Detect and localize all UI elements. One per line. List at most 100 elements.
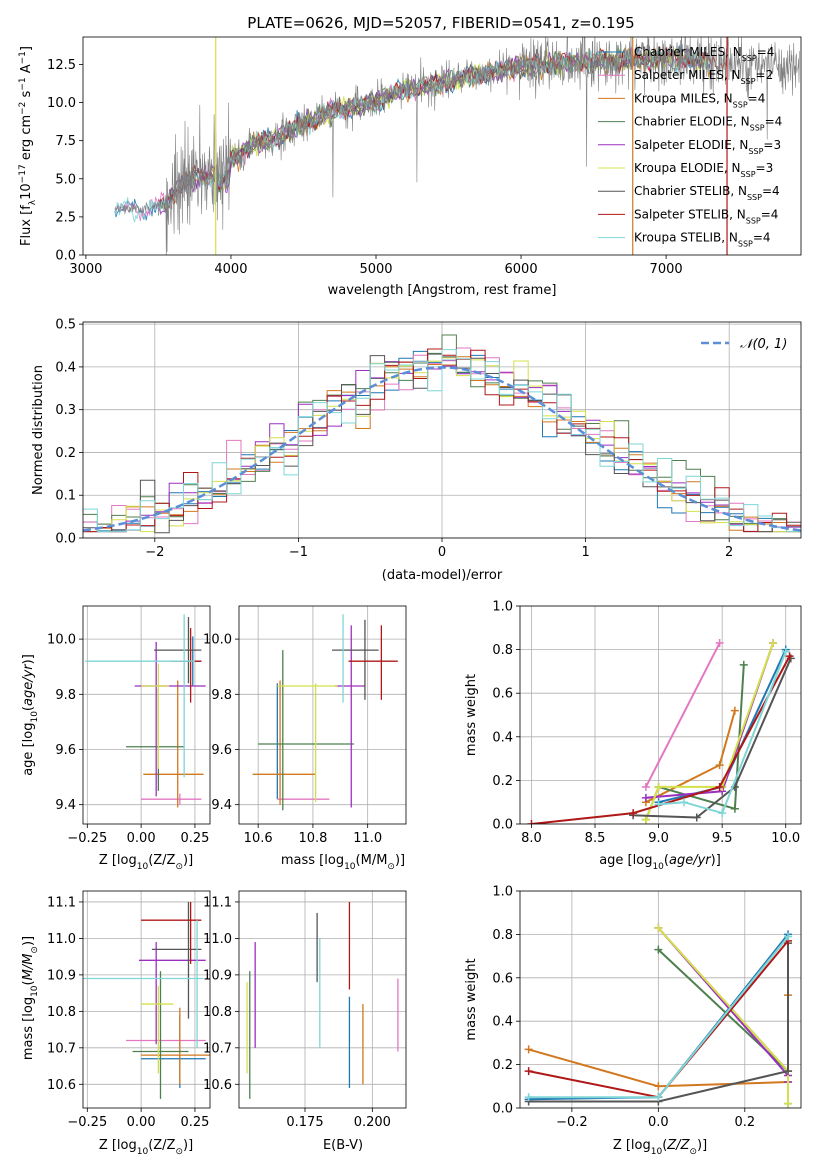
y-tick-label: 12.5	[47, 58, 76, 73]
series-line	[645, 642, 721, 788]
x-axis-label: Z [log10(Z/Z⊙)]	[613, 1138, 707, 1157]
legend-entry: Chabrier MILES, NSSP=4	[634, 45, 774, 63]
y-tick-label: 7.5	[55, 134, 76, 149]
x-tick-label: 0.00	[127, 831, 156, 846]
age_vs_mass-plot	[239, 606, 406, 824]
x-tick-label: 6000	[505, 262, 538, 277]
data-point	[654, 945, 663, 954]
observed-spectrum	[114, 37, 800, 255]
y-tick-label: 10.9	[203, 968, 232, 983]
massweight_vs_Z-axes: −0.2 0.0 0.2 0.0 0.2 0.4 0.6 0.8 1.0 mass weight Z…	[464, 885, 802, 1157]
y-tick-label: 0.0	[492, 818, 513, 833]
y-tick-label: 11.1	[203, 895, 232, 910]
y-tick-label: 0.2	[55, 446, 76, 461]
x-tick-label: 0.175	[286, 1115, 323, 1130]
y-tick-label: 0.2	[492, 1058, 513, 1073]
data-point	[718, 809, 727, 818]
residuals-axes: −2 −1 0 1 2 0.0 0.1 0.2 0.3 0.4 0.5 𝒩(0, 1) (data-mo…	[31, 318, 802, 583]
y-tick-label: 11.0	[47, 932, 76, 947]
y-tick-label: 10.6	[47, 1078, 76, 1093]
legend-entry: Salpeter ELODIE, NSSP=3	[634, 138, 781, 156]
axes-frame	[82, 605, 211, 825]
axes-frame	[238, 890, 407, 1109]
x-axis-label: wavelength [Angstrom, rest frame]	[328, 283, 557, 298]
y-axis-label: mass weight	[464, 958, 479, 1040]
legend-entry: Salpeter MILES, NSSP=2	[634, 68, 773, 86]
y-tick-label: 2.5	[55, 210, 76, 225]
gaussian-curve	[83, 366, 801, 532]
x-tick-label: 8.5	[585, 831, 606, 846]
y-tick-label: 10.0	[203, 633, 232, 648]
data-point	[680, 798, 689, 807]
y-tick-label: 0.4	[55, 360, 76, 375]
y-axis-label: Normed distribution	[31, 365, 46, 495]
y-tick-label: 0.6	[492, 971, 513, 986]
y-tick-label: 0.8	[492, 643, 513, 658]
y-tick-label: 0.2	[492, 774, 513, 789]
y-tick-label: 9.6	[55, 743, 76, 758]
x-tick-label: 2	[725, 545, 733, 560]
y-tick-label: 9.4	[211, 798, 232, 813]
x-tick-label: 10.8	[298, 831, 327, 846]
y-axis-label: Flux [fλ10−17 erg cm−2 s−1 A−1]	[18, 46, 38, 246]
x-tick-label: 8.0	[521, 831, 542, 846]
x-tick-label: −0.25	[67, 1115, 107, 1130]
y-tick-label: 10.7	[203, 1041, 232, 1056]
mass_vs_EBV-axes: 0.175 0.200 10.6 10.7 10.8 10.9 11.0 11.1 E(B-V)	[203, 890, 407, 1153]
data-point	[524, 1093, 533, 1102]
x-tick-label: −0.2	[556, 1115, 588, 1130]
data-point	[715, 782, 724, 791]
y-tick-label: 10.8	[203, 1005, 232, 1020]
model-line	[157, 46, 711, 211]
data-point	[769, 639, 778, 648]
model-line	[114, 48, 710, 223]
y-tick-label: 9.8	[55, 688, 76, 703]
x-tick-label: 0.00	[127, 1115, 156, 1130]
data-point	[641, 782, 650, 791]
legend-entry: Salpeter STELIB, NSSP=4	[634, 207, 778, 225]
y-tick-label: 0.8	[492, 928, 513, 943]
x-axis-label: Z [log10(Z/Z⊙)]	[99, 1138, 193, 1157]
data-point	[715, 639, 724, 648]
model-line	[114, 45, 710, 221]
series-line	[633, 657, 792, 819]
x-tick-label: 10.0	[771, 831, 800, 846]
y-tick-label: 0.4	[492, 730, 513, 745]
model-line	[157, 44, 711, 216]
age_vs_mass-axes: 10.6 10.8 11.0 9.4 9.6 9.8 10.0 mass [log10(M/M…	[203, 605, 407, 872]
x-tick-label: 10.6	[244, 831, 273, 846]
x-axis-label: (data-model)/error	[382, 568, 503, 583]
age_vs_Z-axes: −0.25 0.00 0.25 9.4 9.6 9.8 10.0 Z [log10(Z/Z⊙)…	[21, 605, 211, 872]
figure-title: PLATE=0626, MJD=52057, FIBERID=0541, z=0…	[247, 14, 634, 32]
y-axis-label: mass [log10(M/M⊙)]	[21, 936, 40, 1060]
x-axis-label: age [log10(age/yr)]	[599, 853, 721, 872]
series-line	[658, 651, 787, 815]
data-point	[784, 1099, 793, 1108]
y-tick-label: 10.0	[47, 633, 76, 648]
data-point	[654, 1093, 663, 1102]
series-line	[528, 943, 789, 1103]
y-tick-label: 0.5	[55, 318, 76, 333]
data-point	[524, 1067, 533, 1076]
x-axis-label: E(B-V)	[323, 1138, 363, 1153]
data-point	[654, 1082, 663, 1091]
data-point	[641, 815, 650, 824]
x-tick-label: 7000	[650, 262, 683, 277]
x-tick-label: 0.200	[354, 1115, 391, 1130]
y-tick-label: 10.6	[203, 1078, 232, 1093]
model-line	[157, 46, 711, 216]
data-point	[730, 804, 739, 813]
legend-entry: 𝒩(0, 1)	[740, 337, 787, 352]
axes-frame	[82, 321, 802, 539]
y-tick-label: 10.8	[47, 1005, 76, 1020]
age_vs_Z-plot	[83, 606, 210, 824]
x-tick-label: 5000	[359, 262, 392, 277]
x-axis-label: Z [log10(Z/Z⊙)]	[99, 853, 193, 872]
data-point	[641, 793, 650, 802]
data-point	[654, 800, 663, 809]
massweight_vs_Z-plot	[520, 891, 801, 1108]
mass_vs_Z-plot	[83, 891, 210, 1108]
x-tick-label: 11.0	[353, 831, 382, 846]
data-point	[785, 652, 794, 661]
